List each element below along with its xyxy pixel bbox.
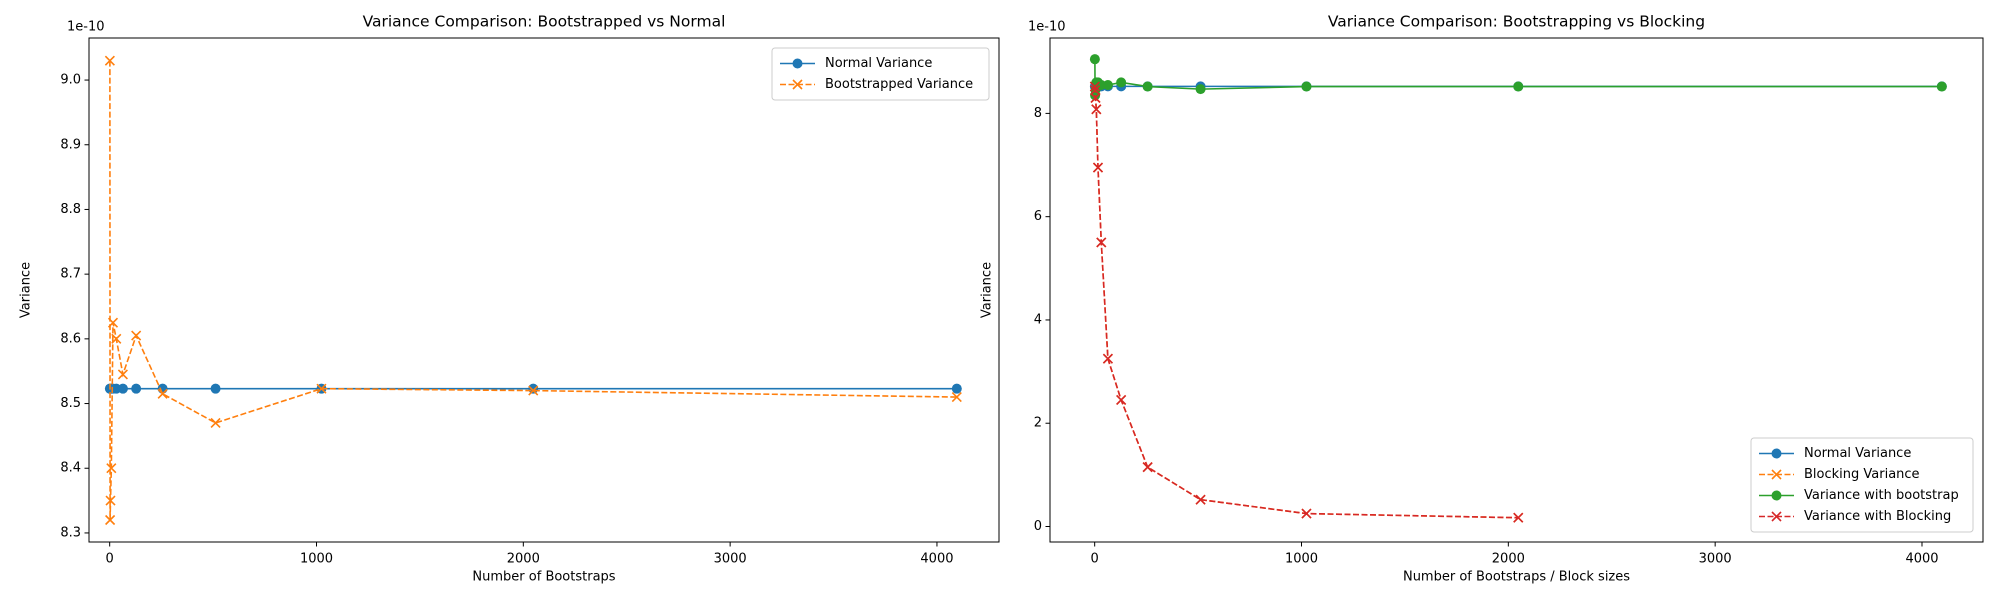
x-axis-label: Number of Bootstraps (472, 570, 615, 585)
x-tick-label: 3000 (1699, 552, 1732, 567)
marker (528, 385, 539, 396)
marker (1090, 92, 1101, 103)
legend-marker (1771, 490, 1782, 501)
chart: Variance Comparison: Bootstrapping vs Bl… (980, 13, 1984, 585)
marker (1142, 81, 1153, 92)
series-line (109, 60, 957, 521)
chart-title: Variance Comparison: Bootstrapped vs Nor… (363, 13, 726, 31)
legend: Normal Variance Blocking Variance Variance… (1750, 437, 1974, 533)
marker (210, 383, 221, 394)
x-axis-label: Number of Bootstraps / Block sizes (1403, 570, 1630, 585)
marker (1102, 353, 1113, 364)
marker (1195, 494, 1206, 505)
y-tick-label: 8.8 (60, 202, 81, 217)
legend-marker (1771, 469, 1782, 480)
y-tick-label: 0 (1034, 519, 1042, 534)
marker (1092, 162, 1104, 173)
marker (316, 383, 327, 394)
x-tick-label: 1000 (300, 552, 333, 567)
legend-marker (1771, 511, 1782, 522)
y-tick-label: 4 (1034, 312, 1042, 327)
marker (104, 55, 115, 66)
y-offset-label: 1e-10 (1028, 20, 1066, 35)
marker (1116, 394, 1127, 406)
legend-label: Normal Variance (825, 56, 932, 71)
marker (1102, 79, 1113, 90)
plot-frame (1049, 37, 1984, 543)
x-tick-label: 0 (1091, 552, 1099, 567)
x-tick-label: 2000 (1492, 552, 1525, 567)
marker (1936, 81, 1947, 92)
marker (1089, 81, 1100, 92)
legend-label: Bootstrapped Variance (825, 77, 973, 92)
y-tick-label: 8.9 (60, 137, 81, 152)
y-tick-label: 8 (1034, 106, 1042, 121)
marker (107, 317, 119, 328)
x-tick-label: 4000 (920, 552, 953, 567)
marker (106, 463, 117, 474)
marker (1116, 77, 1127, 88)
marker (105, 495, 116, 506)
x-tick-label: 2000 (507, 552, 540, 567)
marker (1096, 237, 1107, 248)
marker (117, 369, 128, 380)
marker (131, 330, 142, 341)
plot-frame (88, 37, 1000, 543)
series-line (1094, 86, 1519, 519)
legend-marker (1771, 448, 1782, 459)
marker (1089, 54, 1100, 65)
y-tick-label: 8.6 (60, 331, 81, 346)
legend-marker (792, 79, 803, 90)
marker (951, 383, 962, 394)
y-tick-label: 8.5 (60, 396, 81, 411)
legend-label: Variance with Blocking (1804, 509, 1951, 524)
legend-label: Normal Variance (1804, 446, 1911, 461)
y-offset-label: 1e-10 (67, 20, 105, 35)
marker (1090, 85, 1101, 96)
y-tick-label: 2 (1034, 416, 1042, 431)
marker (1513, 81, 1524, 92)
y-tick-label: 6 (1034, 209, 1042, 224)
marker (1142, 462, 1153, 473)
marker (117, 383, 128, 394)
legend: Normal Variance Bootstrapped Variance (771, 47, 990, 101)
x-tick-label: 0 (106, 552, 114, 567)
legend-box (771, 47, 990, 101)
y-tick-label: 9.0 (60, 73, 81, 88)
x-tick-label: 3000 (714, 552, 747, 567)
marker (1091, 104, 1102, 115)
chart: Variance Comparison: Bootstrapped vs Nor… (19, 13, 1000, 585)
marker (1301, 81, 1312, 92)
series-line (1094, 86, 1519, 519)
plot-area (1089, 54, 1947, 523)
legend-marker (792, 58, 803, 69)
y-axis-label: Variance (19, 262, 34, 318)
marker (157, 388, 168, 399)
marker (528, 383, 539, 394)
marker (1195, 84, 1206, 95)
x-tick-label: 4000 (1905, 552, 1938, 567)
legend-label: Variance with bootstrap (1804, 488, 1959, 503)
marker (1513, 512, 1524, 523)
chart-title: Variance Comparison: Bootstrapping vs Bl… (1328, 13, 1705, 31)
x-tick-label: 1000 (1285, 552, 1318, 567)
marker (105, 514, 116, 526)
y-tick-label: 8.3 (60, 525, 81, 540)
y-tick-label: 8.4 (60, 461, 81, 476)
marker (111, 333, 122, 344)
legend-box (1750, 437, 1974, 533)
y-tick-label: 8.7 (60, 267, 81, 282)
marker (210, 417, 221, 429)
plot-area (104, 55, 962, 526)
y-axis-label: Variance (980, 262, 995, 318)
legend-label: Blocking Variance (1804, 467, 1920, 482)
marker (131, 383, 142, 394)
marker (1301, 508, 1312, 519)
marker (951, 392, 962, 403)
